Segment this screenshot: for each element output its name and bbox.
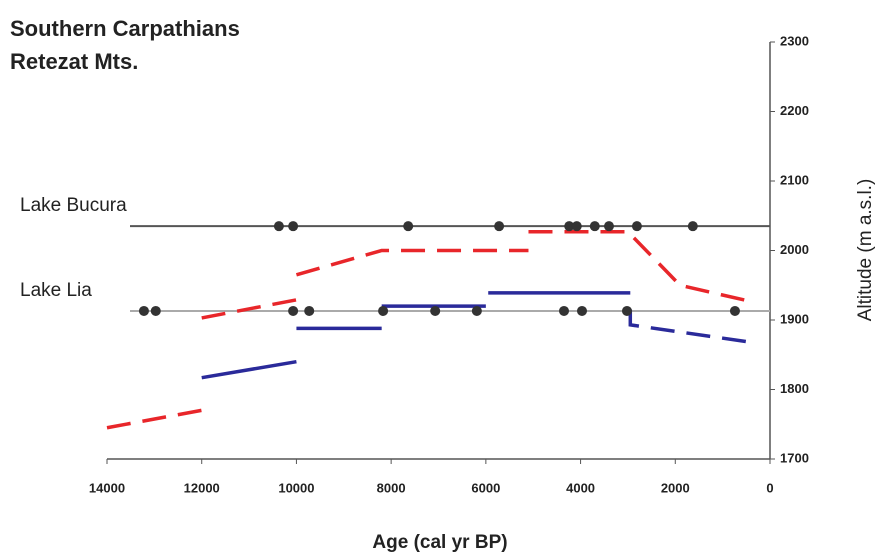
x-tick-label: 10000 [278, 480, 314, 495]
data-point [729, 305, 740, 316]
data-point [288, 305, 299, 316]
data-point [403, 221, 414, 232]
data-line [106, 229, 757, 430]
data-point [430, 305, 441, 316]
data-point [494, 221, 505, 232]
y-tick-label: 1700 [780, 450, 809, 465]
data-point [378, 305, 389, 316]
x-tick-label: 8000 [377, 480, 406, 495]
x-axis-label: Age (cal yr BP) [372, 532, 507, 553]
y-tick-label: 1900 [780, 311, 809, 326]
data-point [687, 221, 698, 232]
data-point [564, 221, 575, 232]
data-point [558, 305, 569, 316]
lake-label: Lake Lia [20, 280, 92, 301]
data-point [273, 221, 284, 232]
data-point [576, 305, 587, 316]
data-point [621, 305, 632, 316]
chart-subtitle: Retezat Mts. [10, 49, 138, 74]
x-tick-label: 2000 [661, 480, 690, 495]
chart-title: Southern Carpathians [10, 16, 240, 41]
data-point [571, 221, 582, 232]
x-tick-label: 6000 [471, 480, 500, 495]
data-point [288, 221, 299, 232]
data-point [150, 305, 161, 316]
y-tick-label: 2200 [780, 103, 809, 118]
lake-label: Lake Bucura [20, 195, 127, 216]
data-point [138, 305, 149, 316]
data-line [201, 291, 631, 380]
y-tick-label: 2000 [780, 242, 809, 257]
data-point [631, 221, 642, 232]
x-tick-label: 12000 [184, 480, 220, 495]
data-point [603, 221, 614, 232]
data-point [589, 221, 600, 232]
y-axis-label: Altitude (m a.s.l.) [855, 179, 876, 322]
x-tick-label: 14000 [89, 480, 125, 495]
data-point [471, 305, 482, 316]
x-tick-label: 0 [766, 480, 773, 495]
y-tick-label: 1800 [780, 381, 809, 396]
data-point [304, 305, 315, 316]
y-tick-label: 2300 [780, 33, 809, 48]
y-tick-label: 2100 [780, 172, 809, 187]
x-tick-label: 4000 [566, 480, 595, 495]
